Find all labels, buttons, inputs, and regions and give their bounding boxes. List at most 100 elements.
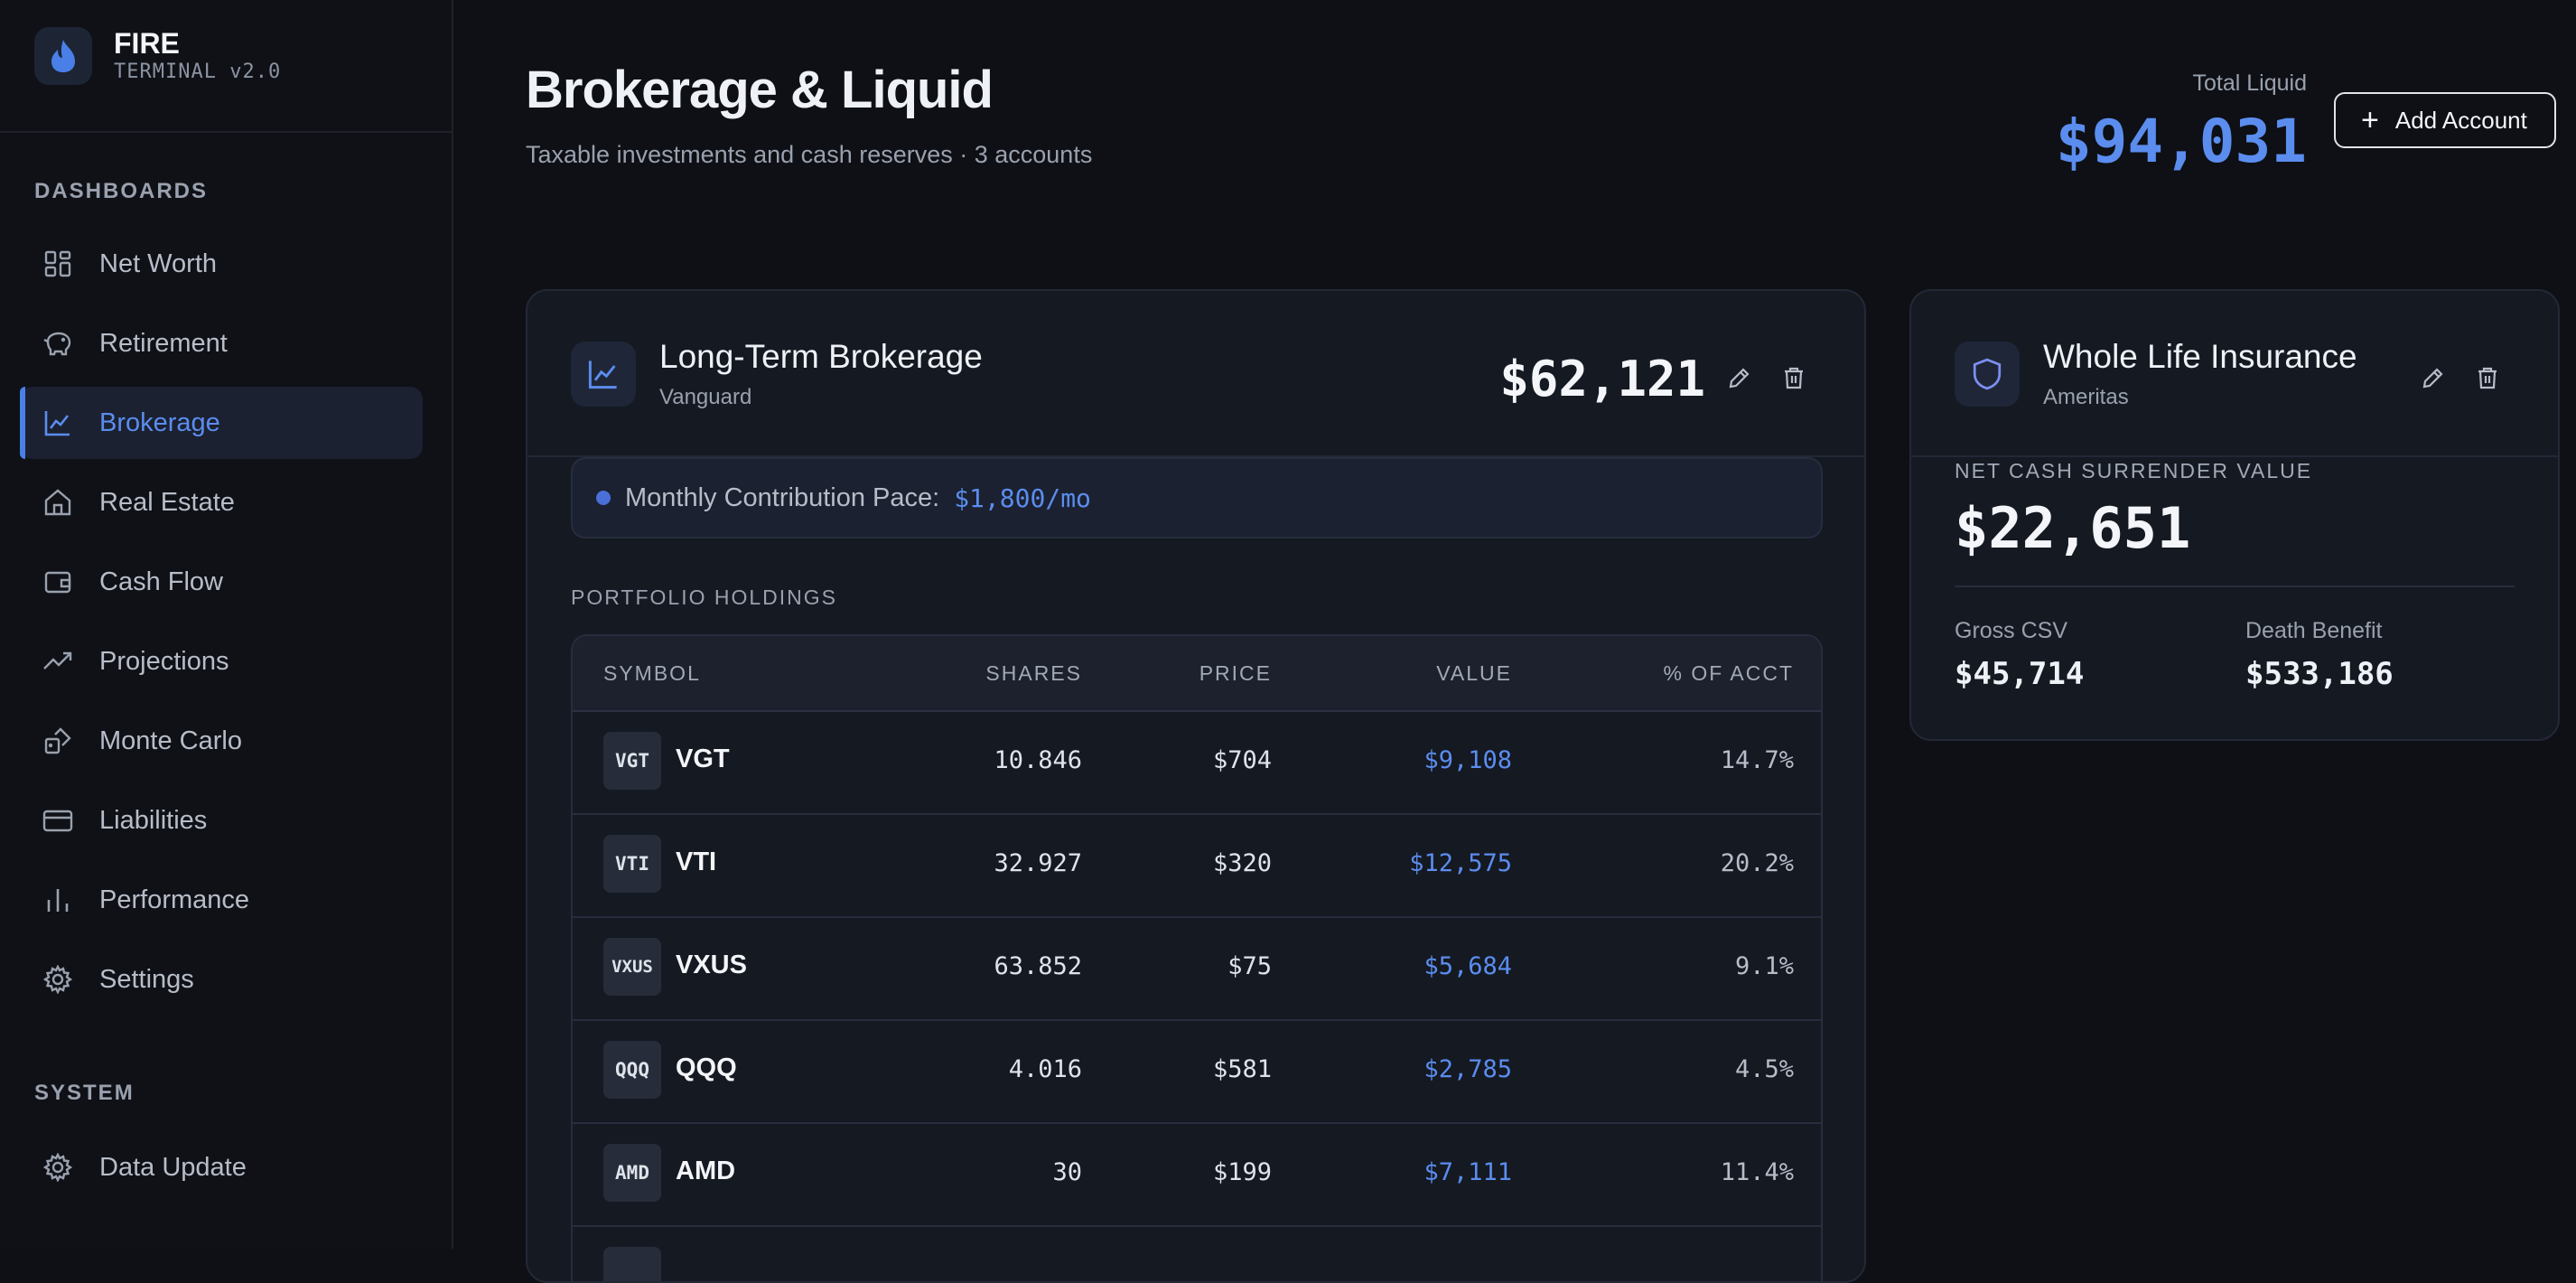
- sidebar-item-label: Performance: [99, 885, 250, 914]
- price-cell: $199: [1212, 1158, 1272, 1186]
- holdings-table: SYMBOL SHARES PRICE VALUE % OF ACCT VGT …: [571, 634, 1823, 1281]
- table-row[interactable]: VXUS VXUS 63.852 $75 $5,684 9.1%: [573, 916, 1821, 1021]
- divider: [527, 455, 1864, 457]
- status-dot: [596, 491, 611, 505]
- sidebar-item-label: Settings: [99, 964, 194, 994]
- sidebar-item-cash-flow[interactable]: Cash Flow: [20, 546, 423, 618]
- insurance-account-card: Whole Life Insurance Ameritas NET CASH S…: [1909, 289, 2560, 741]
- value-cell: $12,575: [1409, 849, 1512, 877]
- ncsv-label: NET CASH SURRENDER VALUE: [1955, 459, 2313, 482]
- piggy-bank-icon: [40, 325, 76, 361]
- sidebar-item-monte-carlo[interactable]: Monte Carlo: [20, 705, 423, 777]
- symbol-text: VXUS: [676, 951, 747, 979]
- column-header-price[interactable]: PRICE: [1199, 661, 1272, 685]
- dice-icon: [40, 723, 76, 759]
- column-header-value[interactable]: VALUE: [1436, 661, 1512, 685]
- column-header-symbol[interactable]: SYMBOL: [603, 661, 701, 685]
- wallet-icon: [40, 564, 76, 600]
- brand-name: FIRE: [114, 27, 180, 60]
- column-header-pct[interactable]: % OF ACCT: [1663, 661, 1794, 685]
- account-name: Whole Life Insurance: [2043, 338, 2357, 375]
- trending-up-icon: [40, 643, 76, 679]
- gross-csv-value: $45,714: [1955, 656, 2085, 692]
- holdings-label: PORTFOLIO HOLDINGS: [571, 585, 838, 609]
- divider: [1955, 585, 2515, 587]
- edit-icon[interactable]: [2415, 360, 2451, 396]
- symbol-text: QQQ: [676, 1054, 737, 1082]
- brokerage-account-card: Long-Term Brokerage Vanguard $62,121 Mon…: [526, 289, 1866, 1283]
- add-account-button[interactable]: + Add Account: [2334, 92, 2556, 148]
- brand-subtitle: TERMINAL v2.0: [114, 61, 282, 83]
- death-benefit-label: Death Benefit: [2245, 618, 2383, 643]
- pace-value: $1,800/mo: [954, 482, 1091, 513]
- pace-label: Monthly Contribution Pace:: [625, 482, 940, 512]
- shares-cell: 63.852: [994, 952, 1082, 980]
- pct-cell: 14.7%: [1720, 746, 1794, 774]
- section-label-system: SYSTEM: [34, 1081, 135, 1105]
- bar-chart-icon: [40, 882, 76, 918]
- value-cell: $5,684: [1423, 952, 1512, 980]
- brand[interactable]: FIRE TERMINAL v2.0: [34, 27, 281, 85]
- sidebar-item-label: Brokerage: [99, 407, 220, 437]
- sidebar-item-performance[interactable]: Performance: [20, 864, 423, 936]
- symbol-badge: VTI: [603, 835, 661, 893]
- divider: [1911, 455, 2558, 457]
- shares-cell: 4.016: [1008, 1055, 1082, 1083]
- symbol-text: VGT: [676, 745, 730, 773]
- column-header-shares[interactable]: SHARES: [985, 661, 1082, 685]
- sidebar-item-label: Net Worth: [99, 248, 218, 278]
- table-row[interactable]: QQQ QQQ 4.016 $581 $2,785 4.5%: [573, 1019, 1821, 1124]
- symbol-badge: [603, 1247, 661, 1281]
- sidebar-item-settings[interactable]: Settings: [20, 943, 423, 1016]
- add-account-label: Add Account: [2394, 106, 2527, 134]
- table-row[interactable]: VTI VTI 32.927 $320 $12,575 20.2%: [573, 813, 1821, 918]
- account-value: $62,121: [1499, 351, 1705, 407]
- gear-icon: [40, 961, 76, 997]
- line-chart-icon: [40, 405, 76, 441]
- ncsv-value: $22,651: [1955, 495, 2191, 561]
- sidebar-item-net-worth[interactable]: Net Worth: [20, 228, 423, 300]
- credit-card-icon: [40, 802, 76, 838]
- account-institution: Ameritas: [2043, 385, 2129, 409]
- trash-icon[interactable]: [2469, 360, 2506, 396]
- table-row[interactable]: AMD AMD 30 $199 $7,111 11.4%: [573, 1122, 1821, 1227]
- sidebar-item-brokerage[interactable]: Brokerage: [20, 387, 423, 459]
- value-cell: $7,111: [1423, 1158, 1512, 1186]
- table-row[interactable]: [573, 1225, 1821, 1281]
- sidebar-item-real-estate[interactable]: Real Estate: [20, 466, 423, 538]
- account-name: Long-Term Brokerage: [659, 338, 983, 375]
- pct-cell: 9.1%: [1734, 952, 1794, 980]
- home-icon: [40, 484, 76, 520]
- total-liquid-label: Total Liquid: [2192, 70, 2307, 96]
- price-cell: $75: [1227, 952, 1272, 980]
- shield-icon: [1955, 342, 2020, 407]
- line-chart-icon: [571, 342, 636, 407]
- shares-cell: 32.927: [994, 849, 1082, 877]
- symbol-badge: QQQ: [603, 1041, 661, 1099]
- page-title: Brokerage & Liquid: [526, 61, 994, 119]
- section-label-dashboards: DASHBOARDS: [34, 179, 209, 203]
- sidebar-item-liabilities[interactable]: Liabilities: [20, 784, 423, 857]
- price-cell: $320: [1212, 849, 1272, 877]
- death-benefit-value: $533,186: [2245, 656, 2394, 692]
- symbol-badge: VGT: [603, 732, 661, 790]
- pct-cell: 4.5%: [1734, 1055, 1794, 1083]
- shares-cell: 30: [1052, 1158, 1082, 1186]
- price-cell: $704: [1212, 746, 1272, 774]
- table-header: SYMBOL SHARES PRICE VALUE % OF ACCT: [573, 636, 1821, 712]
- pct-cell: 11.4%: [1720, 1158, 1794, 1186]
- card-header: Long-Term Brokerage Vanguard $62,121: [527, 291, 1864, 455]
- sidebar-item-label: Monte Carlo: [99, 726, 242, 755]
- edit-icon[interactable]: [1722, 360, 1758, 396]
- shares-cell: 10.846: [994, 746, 1082, 774]
- sidebar-item-label: Retirement: [99, 328, 228, 358]
- symbol-text: VTI: [676, 848, 717, 876]
- trash-icon[interactable]: [1776, 360, 1812, 396]
- sidebar-item-projections[interactable]: Projections: [20, 625, 423, 698]
- gross-csv-label: Gross CSV: [1955, 618, 2068, 643]
- value-cell: $9,108: [1423, 746, 1512, 774]
- sidebar-item-retirement[interactable]: Retirement: [20, 307, 423, 379]
- sidebar-item-data-update[interactable]: Data Update: [20, 1131, 423, 1203]
- table-row[interactable]: VGT VGT 10.846 $704 $9,108 14.7%: [573, 710, 1821, 815]
- grid-icon: [40, 246, 76, 282]
